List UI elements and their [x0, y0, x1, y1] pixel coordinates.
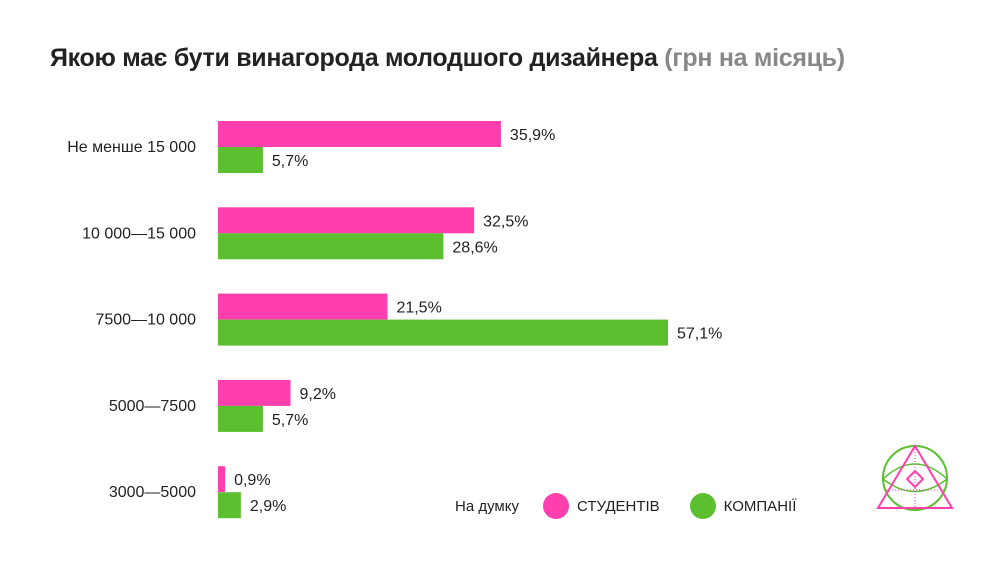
- bar-students: [218, 293, 388, 320]
- legend-prefix: На думку: [455, 497, 519, 515]
- category-label: 3000—5000: [109, 484, 196, 501]
- legend: На думку СТУДЕНТІВ КОМПАНІЇ: [455, 493, 796, 519]
- data-label: 5,7%: [272, 412, 308, 429]
- data-label: 21,5%: [396, 300, 441, 317]
- category-label: 5000—7500: [109, 398, 196, 415]
- bar-students: [218, 121, 501, 147]
- bar-companies: [218, 147, 263, 173]
- legend-label-students: СТУДЕНТІВ: [576, 497, 660, 515]
- bar-companies: [218, 492, 241, 519]
- category-label: 7500—10 000: [95, 312, 196, 329]
- bar-companies: [218, 319, 668, 346]
- data-label: 9,2%: [300, 386, 336, 403]
- data-label: 2,9%: [250, 498, 286, 515]
- legend-item-students: СТУДЕНТІВ: [542, 493, 660, 519]
- legend-label-companies: КОМПАНІЇ: [723, 497, 797, 515]
- bar-students: [218, 466, 226, 493]
- bar-students: [218, 379, 291, 406]
- bar-companies: [218, 233, 444, 260]
- logo-icon: [876, 444, 954, 511]
- legend-swatch-students: [542, 493, 569, 519]
- data-label: 0,9%: [234, 472, 270, 489]
- data-label: 32,5%: [483, 213, 528, 230]
- title-main: Якою має бути винагорода молодшого дизай…: [50, 44, 658, 72]
- category-label: Не менше 15 000: [67, 139, 196, 156]
- data-label: 57,1%: [677, 326, 722, 343]
- bar-companies: [218, 405, 263, 432]
- data-label: 35,9%: [510, 127, 555, 144]
- data-label: 5,7%: [272, 153, 308, 170]
- title-unit: (грн на місяць): [664, 44, 845, 72]
- data-label: 28,6%: [452, 239, 497, 256]
- chart-title: Якою має бути винагорода молодшого дизай…: [50, 44, 845, 73]
- category-label: 10 000—15 000: [82, 225, 196, 242]
- legend-swatch-companies: [689, 493, 716, 519]
- legend-item-companies: КОМПАНІЇ: [689, 493, 797, 519]
- bar-students: [218, 207, 475, 234]
